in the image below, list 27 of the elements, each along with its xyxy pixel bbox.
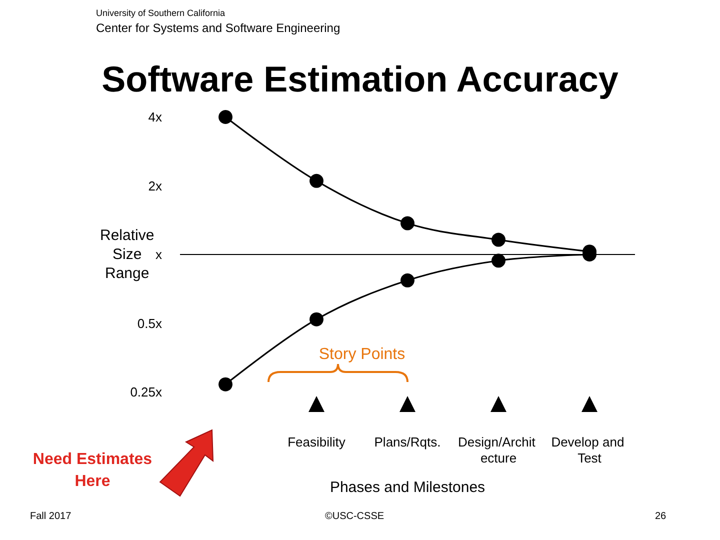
text: Center for Systems and Software Engineering — [96, 21, 340, 35]
point — [218, 110, 232, 124]
point — [400, 216, 414, 230]
point — [492, 254, 506, 268]
y-tick-label: 0.5x — [137, 316, 162, 331]
text: University of Southern California — [96, 8, 226, 18]
text: Need Estimates Here — [32, 450, 154, 492]
point — [492, 232, 506, 247]
point — [400, 273, 414, 288]
y-tick-label: 4x — [148, 110, 162, 124]
text: Fall 2017 — [30, 511, 72, 522]
y-tick-label: 2x — [148, 178, 162, 194]
y-tick-label: 0.25x — [130, 384, 162, 400]
point — [218, 377, 232, 392]
annotation: Story Points — [318, 346, 406, 364]
point — [310, 174, 324, 188]
x-tick-label: Design/Archit ecture — [458, 434, 539, 466]
text: 26 — [655, 511, 666, 522]
y-tick-label: x — [156, 247, 162, 262]
x-tick-label: Develop and Test — [551, 434, 628, 466]
y-axis-title: Relative Size Range — [100, 226, 154, 282]
chart-title: Software Estimation Accuracy — [102, 58, 618, 100]
x-axis-title: Phases and Milestones — [330, 479, 486, 496]
point — [310, 312, 324, 326]
x-tick-label: Feasibility — [288, 434, 346, 450]
text: ©USC-CSSE — [325, 511, 384, 522]
x-tick-label: Plans/Rqts. — [374, 434, 441, 450]
